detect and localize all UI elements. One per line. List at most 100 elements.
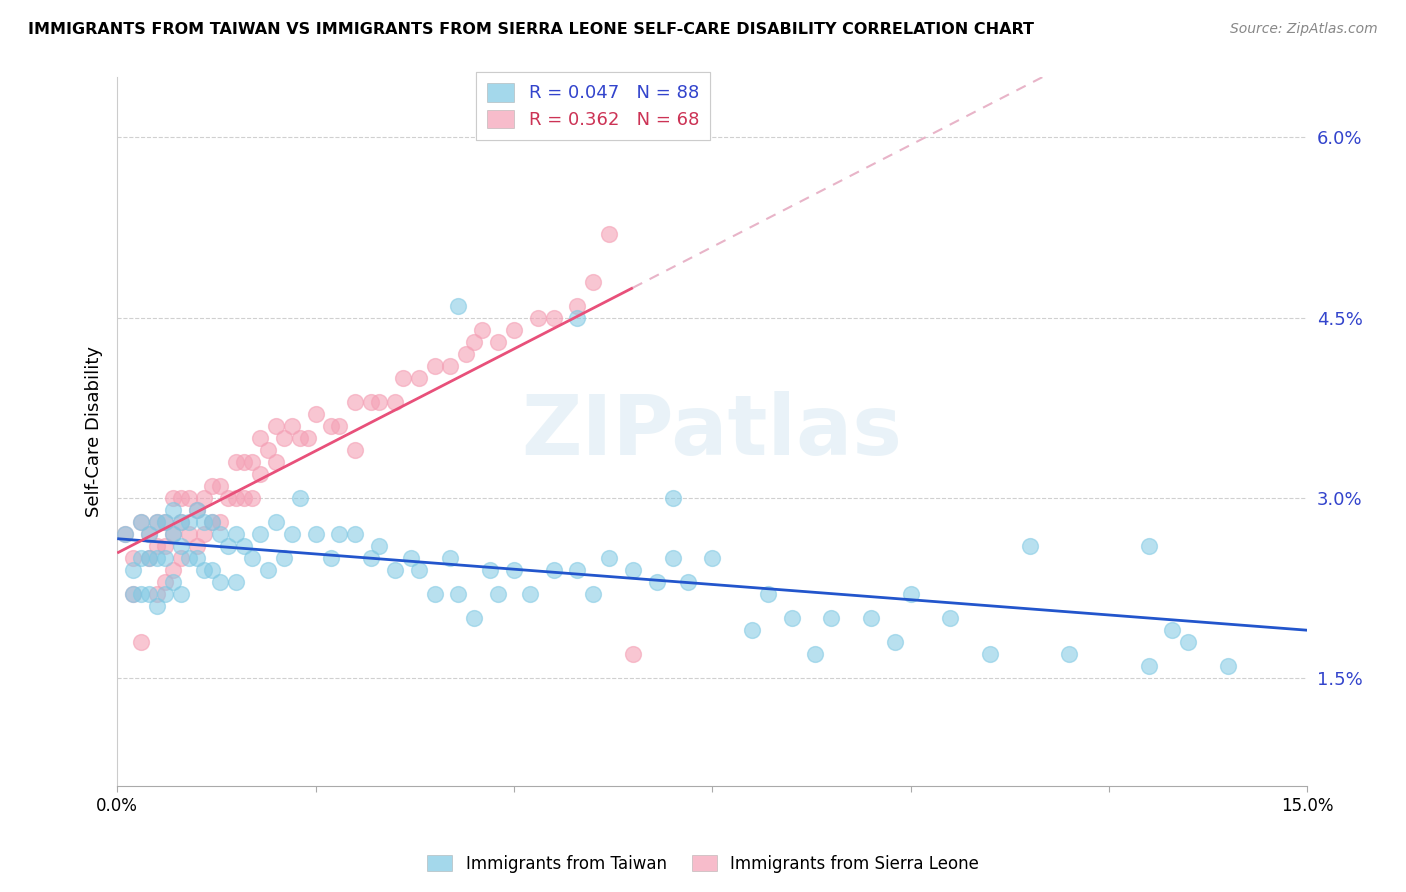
Point xyxy=(519,587,541,601)
Point xyxy=(233,455,256,469)
Point xyxy=(146,539,169,553)
Point xyxy=(264,455,287,469)
Point xyxy=(1059,647,1081,661)
Legend: R = 0.047   N = 88, R = 0.362   N = 68: R = 0.047 N = 88, R = 0.362 N = 68 xyxy=(477,72,710,140)
Point xyxy=(225,574,247,589)
Point xyxy=(138,587,160,601)
Point xyxy=(146,515,169,529)
Point xyxy=(543,310,565,325)
Point xyxy=(153,539,176,553)
Point xyxy=(129,635,152,649)
Point xyxy=(138,550,160,565)
Point xyxy=(756,587,779,601)
Point xyxy=(479,563,502,577)
Point xyxy=(598,550,620,565)
Point xyxy=(883,635,905,649)
Point xyxy=(582,275,605,289)
Point xyxy=(368,539,391,553)
Point xyxy=(439,359,461,373)
Point xyxy=(939,611,962,625)
Point xyxy=(129,515,152,529)
Point xyxy=(177,527,200,541)
Point xyxy=(486,587,509,601)
Point xyxy=(526,310,548,325)
Point xyxy=(233,539,256,553)
Point xyxy=(114,527,136,541)
Point xyxy=(122,587,145,601)
Point xyxy=(162,574,184,589)
Point xyxy=(344,527,367,541)
Point xyxy=(567,299,589,313)
Point xyxy=(249,431,271,445)
Point xyxy=(1137,659,1160,673)
Y-axis label: Self-Care Disability: Self-Care Disability xyxy=(86,346,103,517)
Point xyxy=(360,394,382,409)
Point xyxy=(177,550,200,565)
Point xyxy=(1137,539,1160,553)
Point xyxy=(859,611,882,625)
Point xyxy=(153,587,176,601)
Point xyxy=(423,359,446,373)
Point xyxy=(146,550,169,565)
Point xyxy=(621,563,644,577)
Point xyxy=(328,418,350,433)
Point xyxy=(273,431,295,445)
Point xyxy=(162,527,184,541)
Point xyxy=(264,418,287,433)
Point xyxy=(162,563,184,577)
Point xyxy=(169,491,191,505)
Point xyxy=(304,527,326,541)
Point xyxy=(146,515,169,529)
Point xyxy=(321,418,343,433)
Point xyxy=(162,503,184,517)
Point xyxy=(399,550,422,565)
Point xyxy=(138,527,160,541)
Point xyxy=(193,563,215,577)
Point xyxy=(1177,635,1199,649)
Point xyxy=(423,587,446,601)
Point xyxy=(138,527,160,541)
Point xyxy=(900,587,922,601)
Point xyxy=(169,515,191,529)
Point xyxy=(122,563,145,577)
Point xyxy=(1161,623,1184,637)
Point xyxy=(463,334,485,349)
Point xyxy=(129,587,152,601)
Point xyxy=(567,563,589,577)
Point xyxy=(138,550,160,565)
Point xyxy=(209,527,232,541)
Point xyxy=(129,550,152,565)
Point xyxy=(177,491,200,505)
Point xyxy=(225,527,247,541)
Point xyxy=(225,455,247,469)
Point xyxy=(391,370,413,384)
Point xyxy=(169,550,191,565)
Point xyxy=(439,550,461,565)
Point xyxy=(186,539,208,553)
Point xyxy=(217,539,239,553)
Point xyxy=(146,599,169,613)
Point xyxy=(297,431,319,445)
Point xyxy=(741,623,763,637)
Point xyxy=(201,563,224,577)
Point xyxy=(979,647,1001,661)
Point xyxy=(193,527,215,541)
Point xyxy=(567,310,589,325)
Point xyxy=(122,587,145,601)
Point xyxy=(264,515,287,529)
Point xyxy=(384,394,406,409)
Point xyxy=(273,550,295,565)
Point xyxy=(233,491,256,505)
Point xyxy=(780,611,803,625)
Point xyxy=(384,563,406,577)
Point xyxy=(471,323,494,337)
Point xyxy=(344,442,367,457)
Point xyxy=(186,503,208,517)
Point xyxy=(122,550,145,565)
Point xyxy=(201,515,224,529)
Point xyxy=(820,611,842,625)
Point xyxy=(169,515,191,529)
Point xyxy=(804,647,827,661)
Point xyxy=(408,370,430,384)
Point xyxy=(162,491,184,505)
